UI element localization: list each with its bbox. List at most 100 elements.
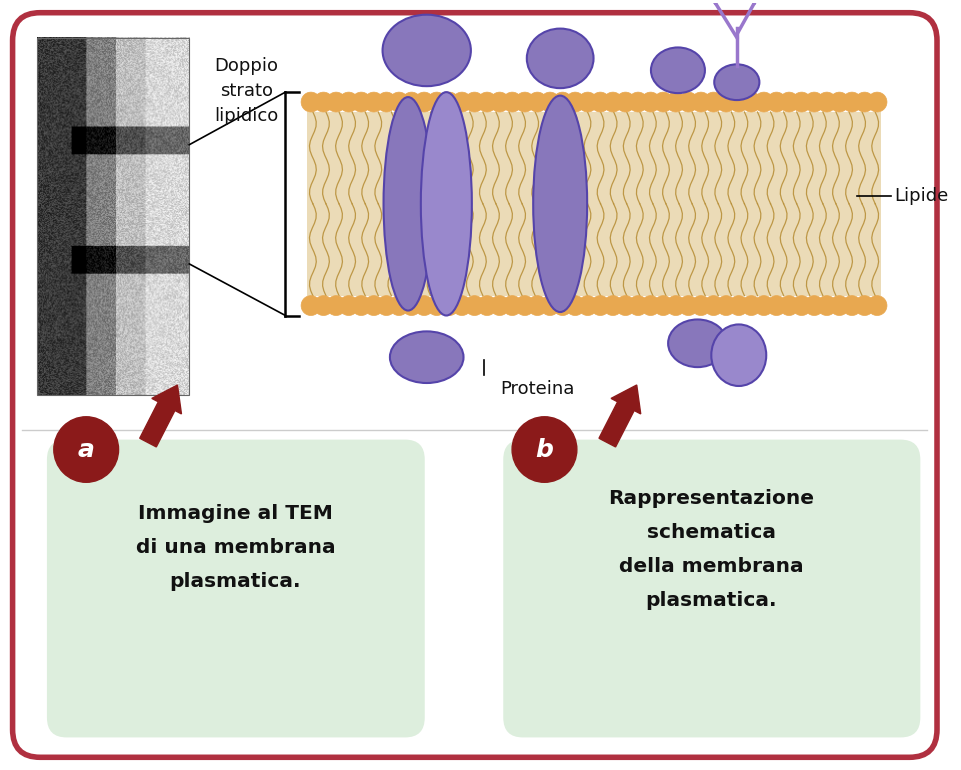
Circle shape xyxy=(313,296,333,316)
Circle shape xyxy=(363,296,383,316)
Ellipse shape xyxy=(713,65,758,100)
Circle shape xyxy=(540,296,559,316)
Ellipse shape xyxy=(382,15,470,86)
Ellipse shape xyxy=(527,28,593,88)
Circle shape xyxy=(477,92,497,112)
Circle shape xyxy=(489,92,509,112)
Circle shape xyxy=(854,92,874,112)
Circle shape xyxy=(326,92,346,112)
Circle shape xyxy=(414,296,433,316)
Circle shape xyxy=(578,92,597,112)
Circle shape xyxy=(716,296,735,316)
Bar xyxy=(37,38,189,395)
Circle shape xyxy=(402,296,421,316)
Circle shape xyxy=(703,296,723,316)
Circle shape xyxy=(653,296,673,316)
Circle shape xyxy=(803,92,824,112)
Circle shape xyxy=(427,92,446,112)
Circle shape xyxy=(766,92,785,112)
Text: Rappresentazione
schematica
della membrana
plasmatica.: Rappresentazione schematica della membra… xyxy=(607,489,813,611)
Circle shape xyxy=(828,92,849,112)
Circle shape xyxy=(376,92,396,112)
Circle shape xyxy=(615,296,634,316)
Circle shape xyxy=(867,92,886,112)
Circle shape xyxy=(54,417,118,482)
Circle shape xyxy=(603,92,622,112)
Circle shape xyxy=(816,296,836,316)
Circle shape xyxy=(578,296,597,316)
Circle shape xyxy=(313,92,333,112)
Circle shape xyxy=(703,92,723,112)
Circle shape xyxy=(803,296,824,316)
Circle shape xyxy=(728,92,748,112)
Circle shape xyxy=(452,92,471,112)
Circle shape xyxy=(628,92,647,112)
Circle shape xyxy=(665,92,685,112)
Circle shape xyxy=(640,92,660,112)
Text: Proteina: Proteina xyxy=(500,380,574,398)
FancyBboxPatch shape xyxy=(47,440,425,738)
Ellipse shape xyxy=(651,48,704,93)
Circle shape xyxy=(791,296,811,316)
Circle shape xyxy=(338,92,358,112)
Circle shape xyxy=(603,296,622,316)
Circle shape xyxy=(854,296,874,316)
Circle shape xyxy=(376,296,396,316)
Circle shape xyxy=(690,296,710,316)
Circle shape xyxy=(477,296,497,316)
Circle shape xyxy=(326,296,346,316)
Circle shape xyxy=(338,296,358,316)
Circle shape xyxy=(690,92,710,112)
Text: Lipide: Lipide xyxy=(893,187,948,206)
Circle shape xyxy=(741,296,760,316)
Ellipse shape xyxy=(668,320,727,367)
Circle shape xyxy=(867,296,886,316)
Circle shape xyxy=(653,92,673,112)
Circle shape xyxy=(402,92,421,112)
Circle shape xyxy=(590,92,609,112)
Circle shape xyxy=(540,92,559,112)
Circle shape xyxy=(728,296,748,316)
Text: a: a xyxy=(78,437,94,461)
Circle shape xyxy=(778,92,798,112)
Circle shape xyxy=(301,92,320,112)
Circle shape xyxy=(628,296,647,316)
Circle shape xyxy=(640,296,660,316)
Circle shape xyxy=(452,296,471,316)
Circle shape xyxy=(511,417,577,482)
Circle shape xyxy=(427,296,446,316)
Circle shape xyxy=(464,296,483,316)
Circle shape xyxy=(841,92,861,112)
Circle shape xyxy=(828,296,849,316)
Ellipse shape xyxy=(532,95,586,312)
Circle shape xyxy=(414,92,433,112)
FancyArrow shape xyxy=(139,385,182,447)
Circle shape xyxy=(502,296,522,316)
Circle shape xyxy=(439,92,458,112)
Text: Doppio
strato
lipidico: Doppio strato lipidico xyxy=(213,58,278,126)
Circle shape xyxy=(389,92,408,112)
Circle shape xyxy=(678,296,698,316)
Circle shape xyxy=(389,296,408,316)
Circle shape xyxy=(363,92,383,112)
Circle shape xyxy=(527,296,547,316)
Circle shape xyxy=(439,296,458,316)
Ellipse shape xyxy=(420,92,471,316)
Circle shape xyxy=(841,296,861,316)
Circle shape xyxy=(665,296,685,316)
Circle shape xyxy=(778,296,798,316)
Circle shape xyxy=(502,92,522,112)
Circle shape xyxy=(716,92,735,112)
FancyBboxPatch shape xyxy=(12,13,936,757)
Circle shape xyxy=(615,92,634,112)
Circle shape xyxy=(351,92,371,112)
Circle shape xyxy=(553,296,572,316)
Circle shape xyxy=(565,92,584,112)
Circle shape xyxy=(791,92,811,112)
Circle shape xyxy=(678,92,698,112)
Ellipse shape xyxy=(389,331,463,383)
Ellipse shape xyxy=(710,324,766,386)
Text: Immagine al TEM
di una membrana
plasmatica.: Immagine al TEM di una membrana plasmati… xyxy=(136,504,334,591)
Circle shape xyxy=(514,92,534,112)
Circle shape xyxy=(816,92,836,112)
